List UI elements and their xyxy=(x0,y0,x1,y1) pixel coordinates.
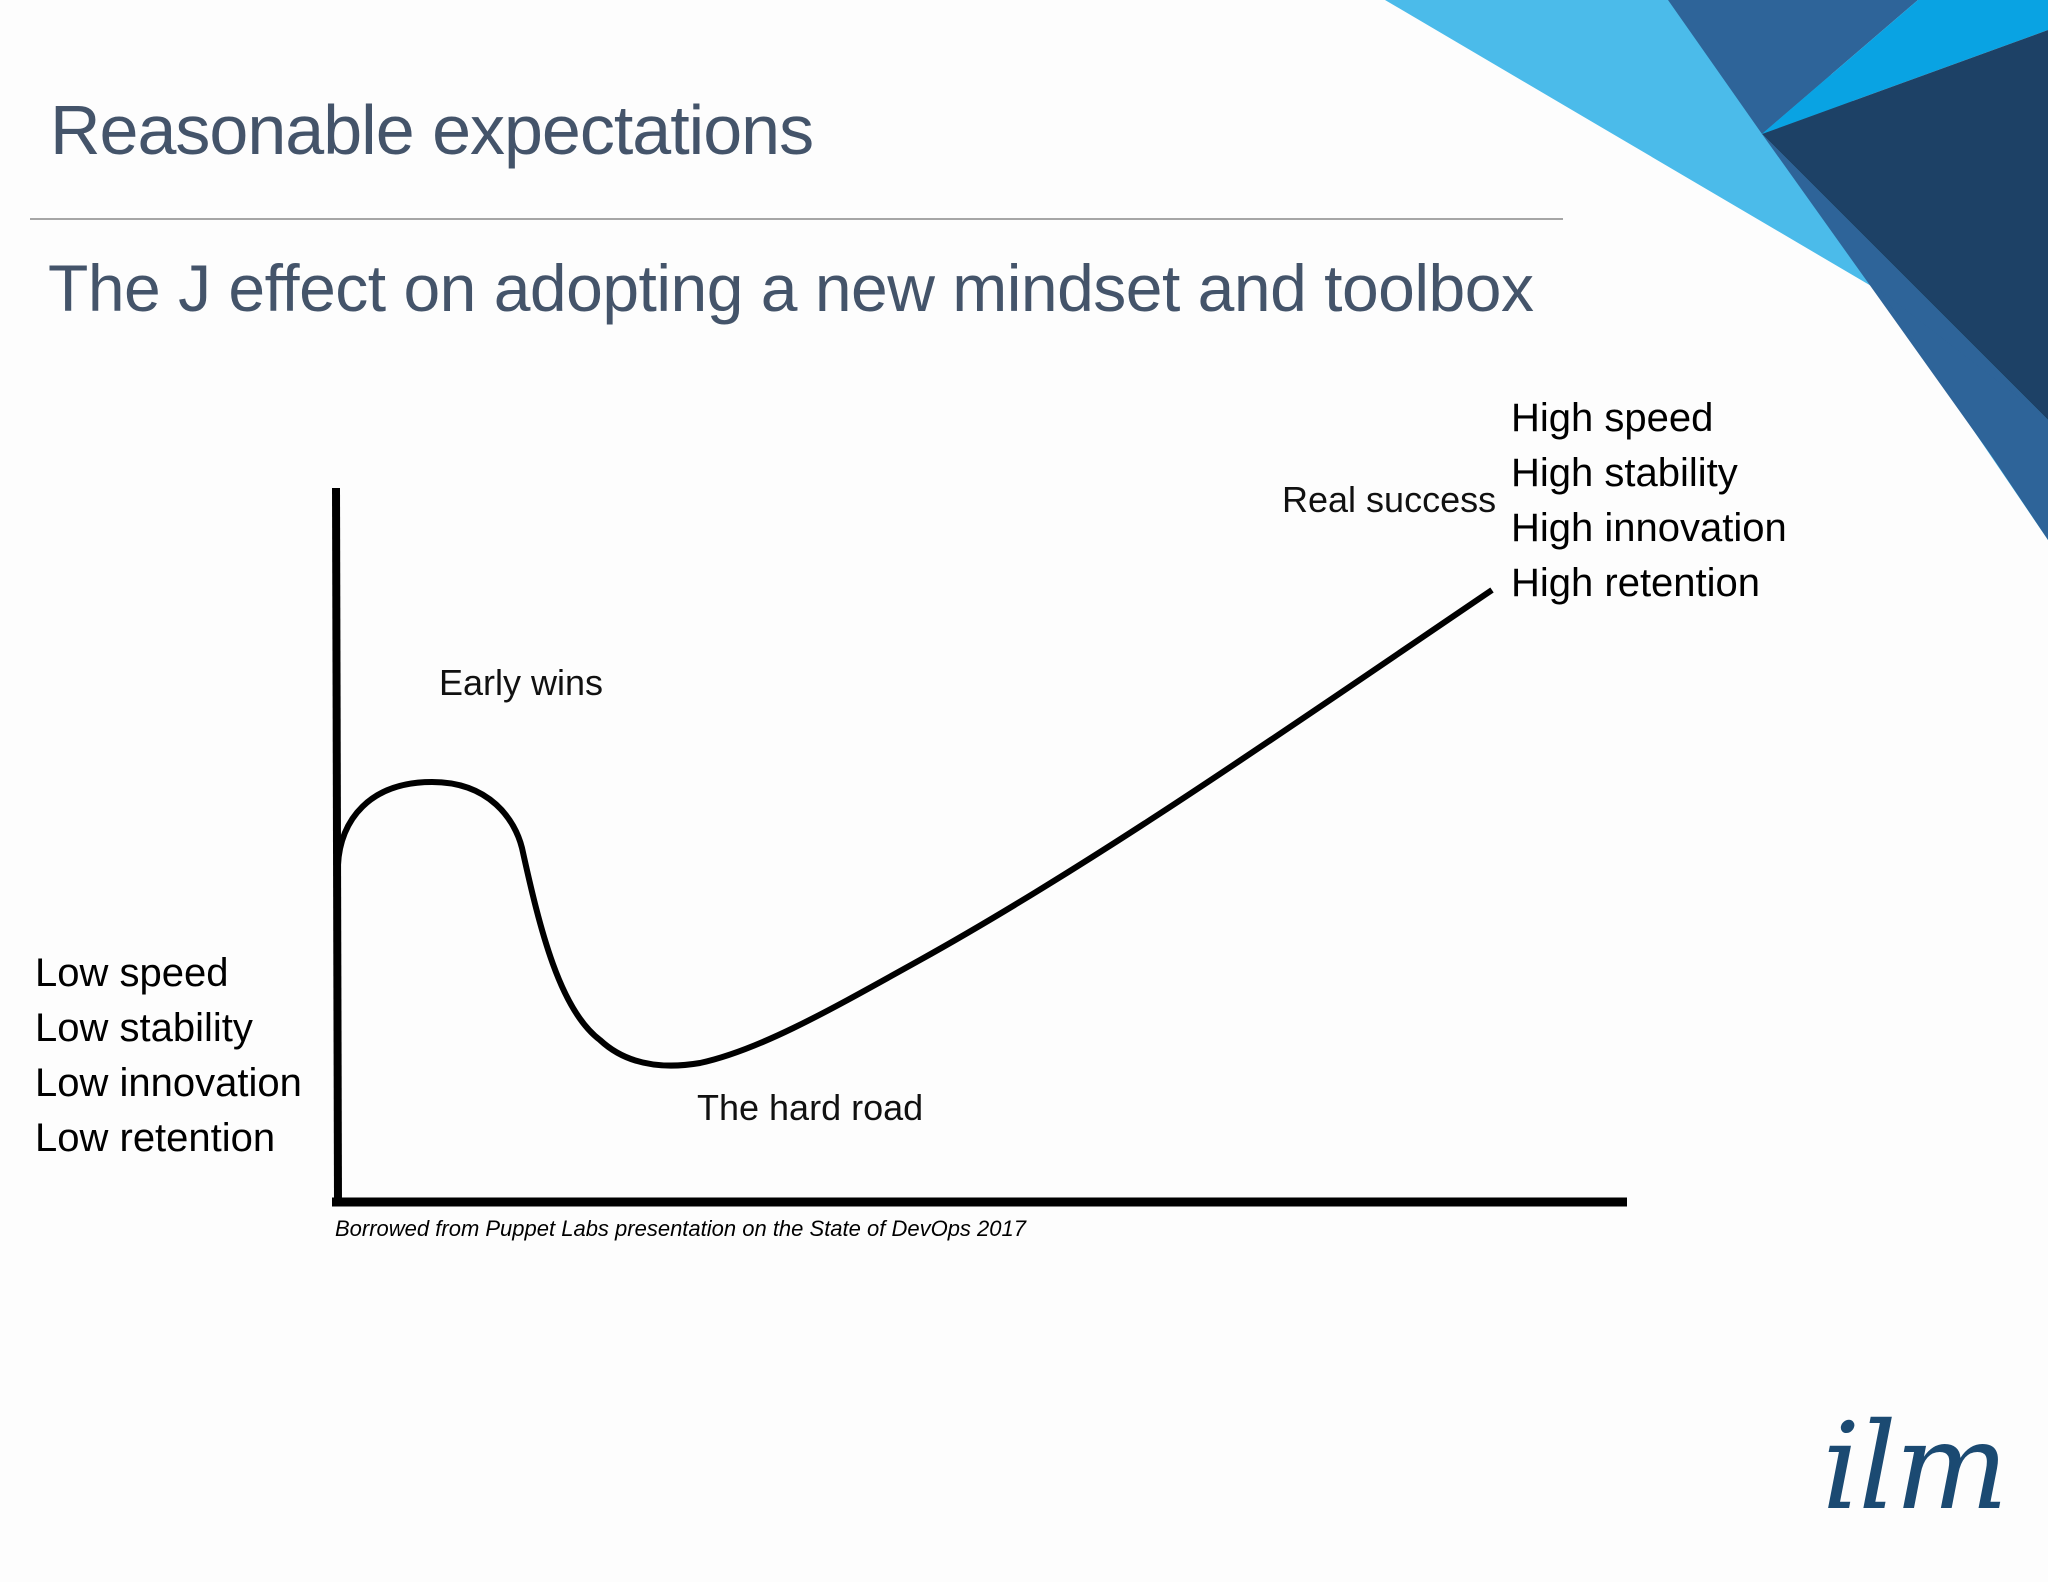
high-state-item: High stability xyxy=(1511,451,1738,495)
j-curve xyxy=(335,587,1494,1069)
title-divider xyxy=(30,218,1563,220)
slide-subtitle: The J effect on adopting a new mindset a… xyxy=(48,251,1534,325)
high-state-item: High speed xyxy=(1511,396,1714,440)
slide-title: Reasonable expectations xyxy=(50,91,814,169)
label-early-wins: Early wins xyxy=(439,662,604,703)
low-state-item: Low speed xyxy=(35,951,229,995)
ilm-logo: ilm xyxy=(1822,1398,2009,1537)
y-axis xyxy=(332,487,342,1205)
low-state-list: Low speed Low stability Low innovation L… xyxy=(35,946,302,1166)
low-state-item: Low stability xyxy=(35,1006,253,1050)
label-real-success: Real success xyxy=(1282,479,1497,520)
high-state-item: High retention xyxy=(1511,561,1761,605)
high-state-list: High speed High stability High innovatio… xyxy=(1511,391,1787,611)
label-hard-road: The hard road xyxy=(697,1087,924,1128)
low-state-item: Low innovation xyxy=(35,1061,302,1105)
low-state-item: Low retention xyxy=(35,1116,276,1160)
high-state-item: High innovation xyxy=(1511,506,1787,550)
source-credit: Borrowed from Puppet Labs presentation o… xyxy=(335,1216,1026,1241)
